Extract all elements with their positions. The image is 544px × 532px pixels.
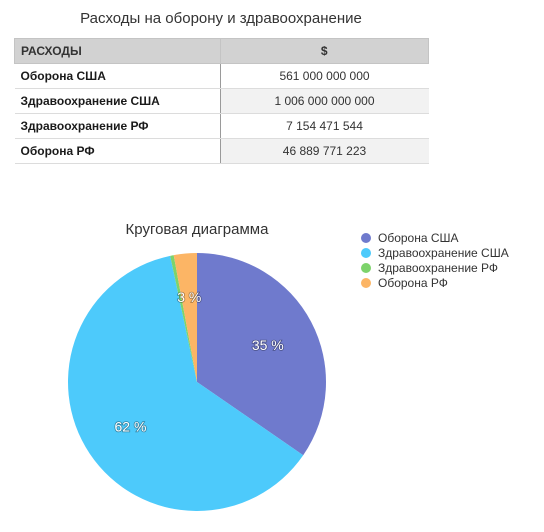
legend-label: Здравоохранение РФ: [378, 260, 499, 275]
row-label: Здравоохранение США: [14, 88, 221, 114]
legend-item: Здравоохранение США: [361, 245, 509, 260]
slice-data-label: 35 %: [252, 337, 284, 353]
slice-data-label: 62 %: [115, 418, 147, 434]
table-row: Оборона РФ 46 889 771 223: [14, 138, 429, 164]
row-value: 46 889 771 223: [220, 138, 429, 164]
pie-slice: [68, 255, 304, 511]
table-title: Расходы на оборону и здравоохранение: [80, 10, 362, 27]
legend-item: Оборона РФ: [361, 275, 509, 290]
pie-slice: [197, 253, 326, 456]
pie-slice: [173, 253, 197, 382]
pie-slice: [170, 255, 197, 382]
legend-swatch: [361, 232, 371, 243]
chart-title: Круговая диаграмма: [125, 221, 269, 238]
row-label: Оборона США: [14, 63, 221, 89]
legend-item: Оборона США: [361, 230, 509, 245]
legend-swatch: [361, 247, 371, 258]
legend-swatch: [361, 262, 371, 273]
legend-label: Оборона РФ: [378, 275, 448, 290]
row-label: Оборона РФ: [14, 138, 221, 164]
legend-swatch: [361, 277, 371, 288]
legend-label: Здравоохранение США: [378, 245, 509, 260]
row-label: Здравоохранение РФ: [14, 113, 221, 139]
expenses-table: РАСХОДЫ $ Оборона США 561 000 000 000 Зд…: [14, 38, 429, 164]
table-row: Здравоохранение РФ 7 154 471 544: [14, 113, 429, 139]
table-row: Оборона США 561 000 000 000: [14, 63, 429, 89]
table-row: Здравоохранение США 1 006 000 000 000: [14, 88, 429, 114]
row-value: 1 006 000 000 000: [220, 88, 429, 114]
header-dollar: $: [219, 38, 429, 64]
legend-item: Здравоохранение РФ: [361, 260, 509, 275]
table-header-row: РАСХОДЫ $: [14, 38, 429, 64]
legend-label: Оборона США: [378, 230, 459, 245]
chart-legend: Оборона США Здравоохранение США Здравоохра…: [361, 230, 509, 290]
row-value: 561 000 000 000: [220, 63, 429, 89]
slice-data-label: 3 %: [177, 289, 201, 305]
row-value: 7 154 471 544: [220, 113, 429, 139]
